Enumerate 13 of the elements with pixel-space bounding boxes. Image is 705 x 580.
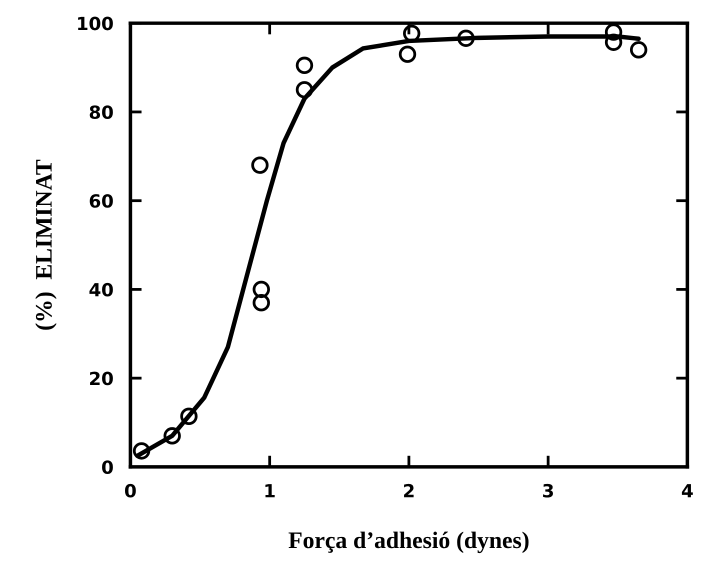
x-tick-label: 1 xyxy=(265,484,275,498)
x-tick-label: 4 xyxy=(682,484,693,498)
y-tick-label: 100 xyxy=(78,16,113,30)
y-tick-label: 40 xyxy=(89,282,113,297)
y-tick-label: 20 xyxy=(90,372,113,386)
x-tick-label: 0 xyxy=(125,484,136,498)
x-axis-title: Força d’adhesió (dynes) xyxy=(288,532,529,554)
y-tick-label: 80 xyxy=(90,105,113,120)
x-tick-label: 3 xyxy=(543,484,553,498)
y-tick-label: 60 xyxy=(90,194,113,208)
x-tick-label: 2 xyxy=(404,484,414,498)
y-tick-label: 0 xyxy=(102,460,113,474)
y-axis-title: (%) ELIMINAT xyxy=(35,160,57,330)
